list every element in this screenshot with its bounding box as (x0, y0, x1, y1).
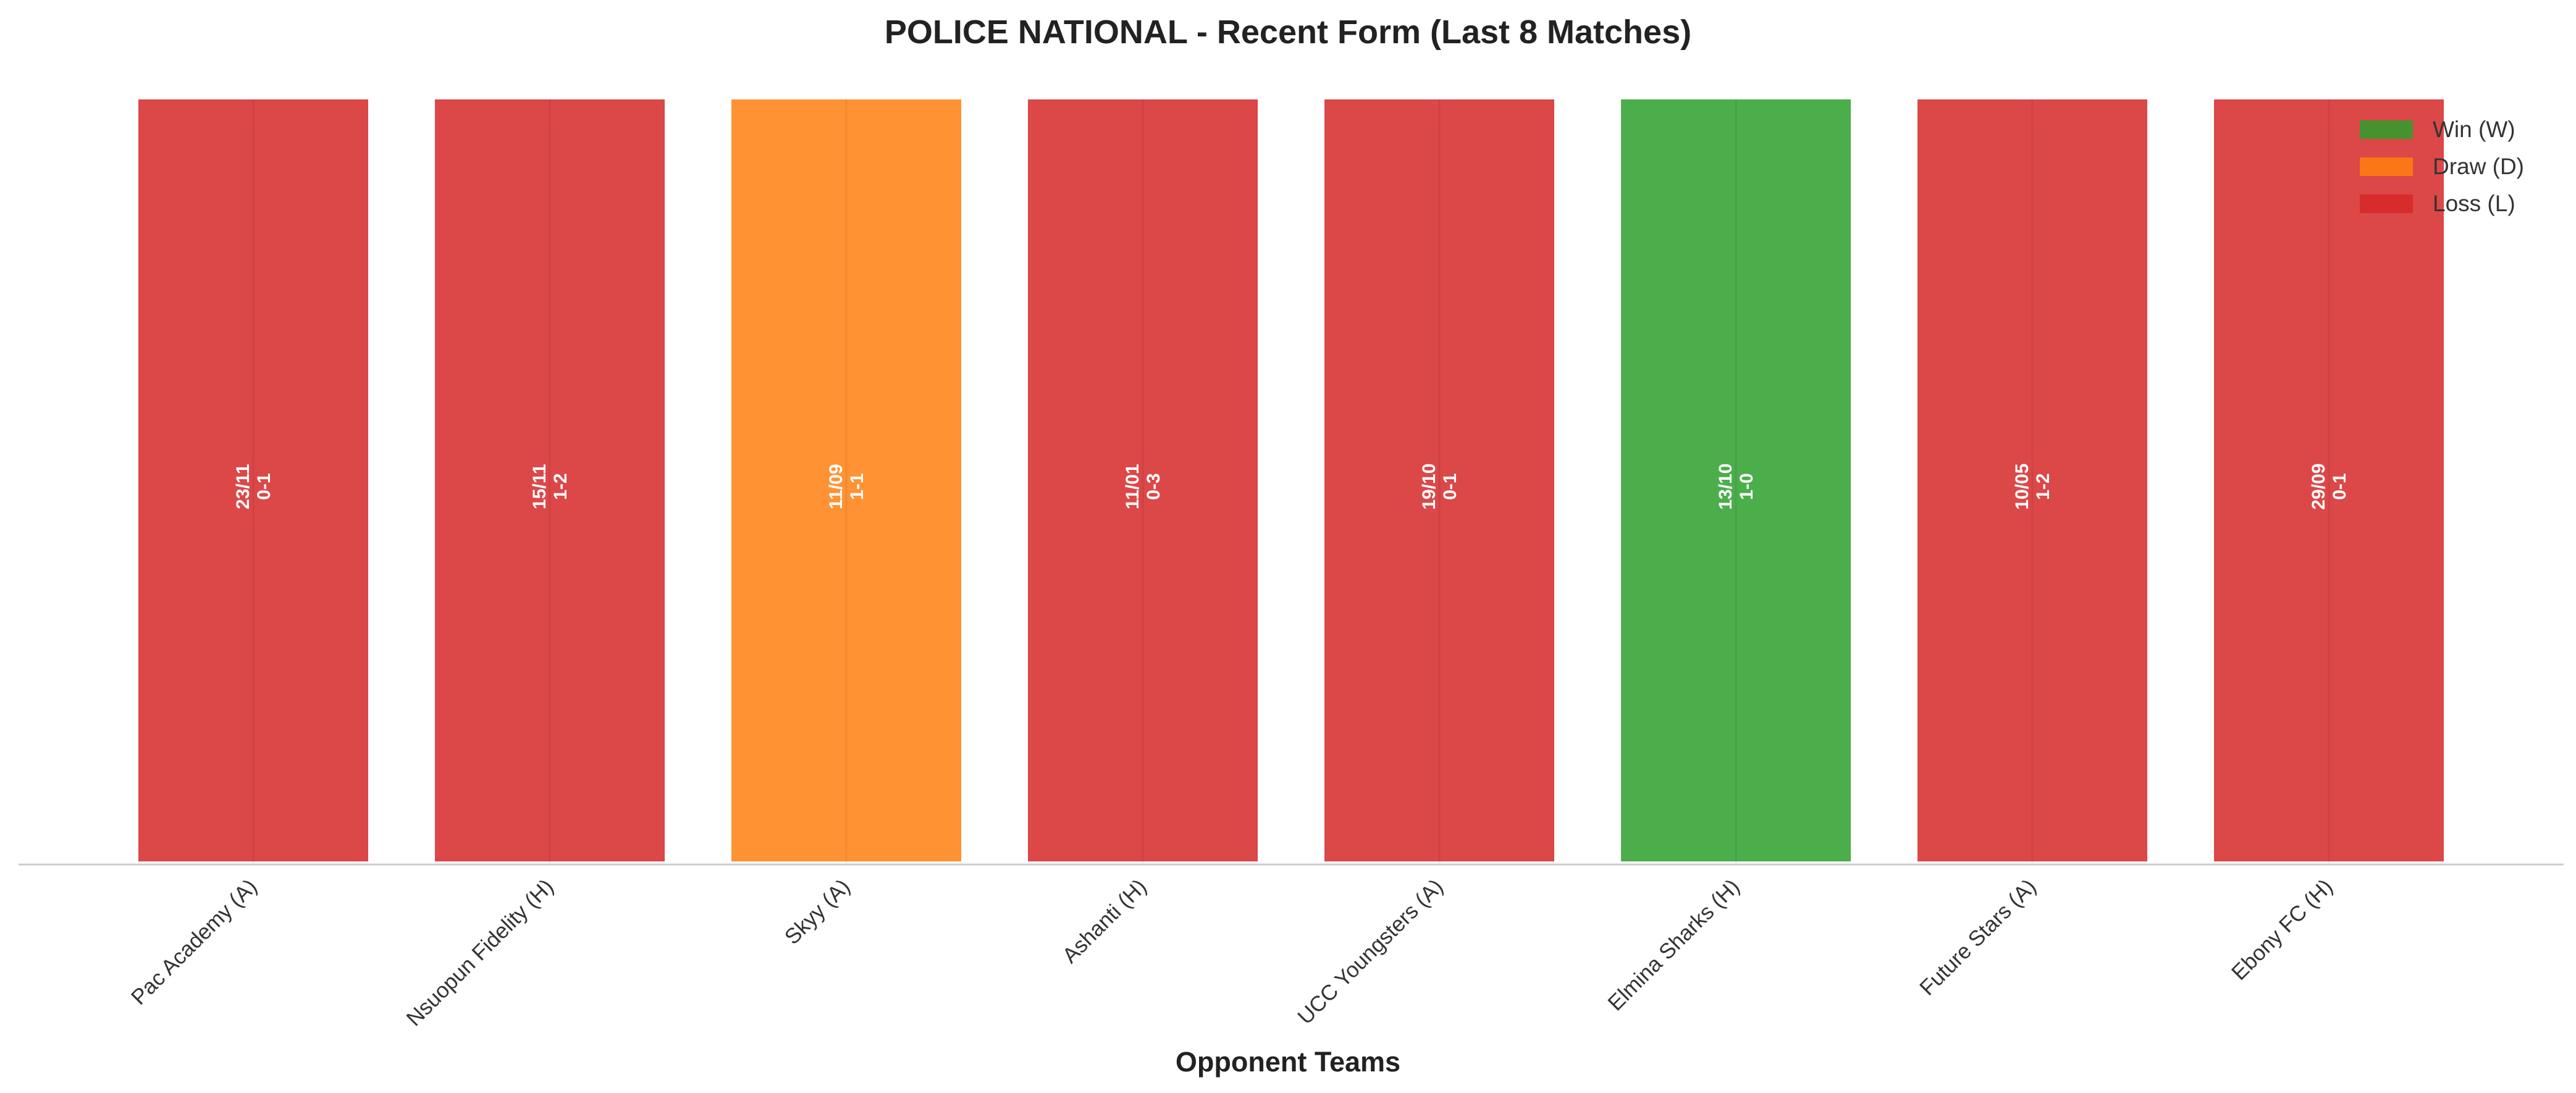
bar-8[interactable] (2210, 96, 2448, 865)
bar-data-label: 11/091-1 (826, 464, 867, 509)
legend-label-l: Loss (L) (2433, 191, 2515, 216)
match-date: 11/09 (826, 464, 846, 509)
legend-swatch-w (2360, 120, 2413, 139)
match-date: 19/10 (1419, 463, 1439, 509)
bar-data-label: 15/111-2 (529, 464, 571, 509)
x-tick-label: Skyy (A) (780, 874, 855, 949)
x-tick-label: Nsuopun Fidelity (H) (402, 874, 558, 1031)
bar-5[interactable] (1321, 96, 1558, 865)
match-score: 0-3 (1143, 473, 1164, 500)
match-date: 15/11 (529, 464, 550, 509)
bar-1[interactable] (135, 96, 372, 865)
legend-label-w: Win (W) (2433, 117, 2515, 142)
bar-3[interactable] (728, 96, 965, 865)
match-score: 0-1 (1440, 473, 1460, 500)
match-date: 29/09 (2309, 463, 2329, 509)
match-date: 10/05 (2012, 463, 2032, 509)
bar-data-label: 19/100-1 (1419, 463, 1460, 509)
bar-data-label: 11/010-3 (1122, 464, 1164, 509)
x-tick-label: UCC Youngsters (A) (1293, 874, 1447, 1029)
match-score: 1-2 (550, 473, 571, 500)
match-date: 11/01 (1122, 464, 1143, 509)
bar-data-label: 10/051-2 (2012, 463, 2053, 509)
match-score: 1-2 (2033, 473, 2053, 500)
x-tick-label: Elmina Sharks (H) (1603, 874, 1744, 1015)
bar-7[interactable] (1914, 96, 2151, 865)
bar-2[interactable] (431, 96, 668, 865)
chart-title: POLICE NATIONAL - Recent Form (Last 8 Ma… (885, 14, 1691, 51)
x-axis-label: Opponent Teams (1176, 1046, 1400, 1078)
match-score: 0-1 (254, 473, 274, 500)
match-score: 1-1 (847, 473, 867, 500)
match-score: 0-1 (2330, 473, 2350, 500)
bar-4[interactable] (1024, 96, 1261, 865)
bar-data-label: 13/101-0 (1715, 463, 1757, 509)
legend[interactable]: Win (W) Draw (D) Loss (L) (2360, 117, 2524, 216)
bar-data-label: 29/090-1 (2309, 463, 2350, 509)
x-tick-labels: Pac Academy (A) Nsuopun Fidelity (H) Skyy … (127, 874, 2338, 1031)
bars-group: 23/110-1 15/111-2 11/091-1 11/010-3 19/100-1… (135, 96, 2448, 865)
bar-data-label: 23/110-1 (233, 464, 274, 509)
match-score: 1-0 (1736, 473, 1757, 500)
x-tick-label: Ashanti (H) (1058, 874, 1151, 968)
legend-label-d: Draw (D) (2433, 154, 2524, 179)
x-tick-label: Pac Academy (A) (127, 874, 262, 1010)
legend-swatch-d (2360, 157, 2413, 176)
x-tick-label: Ebony FC (H) (2227, 874, 2338, 985)
bar-6[interactable] (1617, 96, 1854, 865)
match-date: 23/11 (233, 464, 253, 509)
legend-swatch-l (2360, 195, 2413, 213)
match-date: 13/10 (1715, 463, 1736, 509)
x-tick-label: Future Stars (A) (1915, 874, 2041, 1000)
